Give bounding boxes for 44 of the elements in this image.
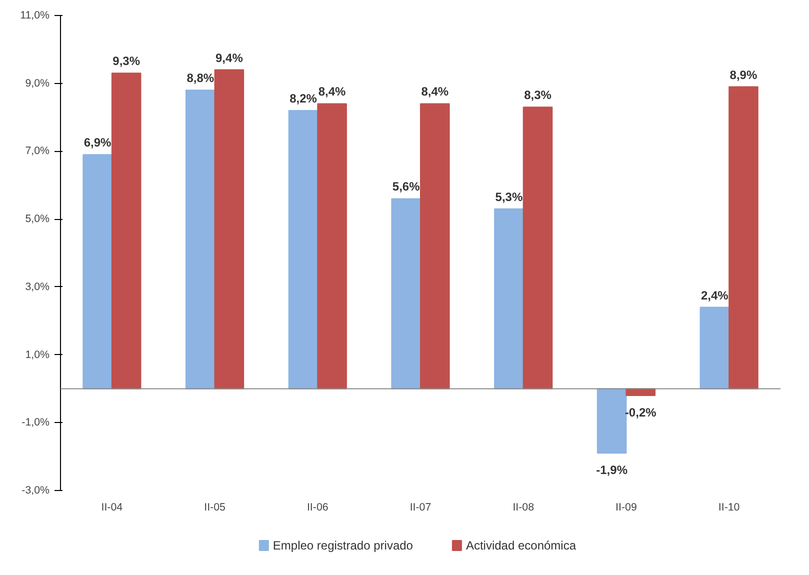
data-label: 8,3% xyxy=(524,88,552,102)
y-tick-label: 1,0% xyxy=(25,348,50,361)
y-tick-label: 9,0% xyxy=(25,77,50,90)
x-tick-label: II-07 xyxy=(410,502,432,514)
bar xyxy=(700,306,730,390)
bar xyxy=(494,208,524,390)
data-label: 6,9% xyxy=(84,136,112,150)
y-tick-label: 7,0% xyxy=(25,145,50,158)
data-label: -1,9% xyxy=(596,463,628,478)
bar xyxy=(626,388,656,396)
data-label: 8,4% xyxy=(421,84,449,99)
bar xyxy=(185,90,216,390)
data-label: 8,9% xyxy=(730,68,758,82)
data-label: 8,4% xyxy=(318,84,346,99)
bar xyxy=(214,69,244,390)
legend-label: Actividad económica xyxy=(466,538,576,552)
bar xyxy=(82,154,112,390)
data-label: 5,3% xyxy=(495,190,523,204)
x-tick-label: II-06 xyxy=(306,502,328,514)
bar xyxy=(288,110,318,390)
bar xyxy=(420,103,450,390)
y-tick-label: -1,0% xyxy=(22,416,50,429)
x-tick-label: II-09 xyxy=(616,502,637,514)
bar xyxy=(596,388,627,454)
data-label: 8,2% xyxy=(290,92,318,106)
data-label: 8,8% xyxy=(186,71,214,86)
data-label: 2,4% xyxy=(700,288,729,302)
y-tick-label: 5,0% xyxy=(25,213,50,226)
bar xyxy=(391,198,421,390)
data-label: 5,6% xyxy=(392,180,420,194)
x-tick-label: II-04 xyxy=(101,502,123,514)
data-label: 9,3% xyxy=(112,54,140,68)
y-tick-label: 3,0% xyxy=(25,280,50,293)
bar xyxy=(317,103,347,390)
bar xyxy=(522,106,553,390)
legend-label: Empleo registrado privado xyxy=(272,538,414,552)
bar xyxy=(111,72,142,390)
x-tick-label: II-05 xyxy=(204,502,226,514)
x-tick-label: II-08 xyxy=(512,502,534,514)
bar xyxy=(728,86,758,390)
y-tick-label: -3,0% xyxy=(22,484,50,496)
x-tick-label: II-10 xyxy=(718,502,740,514)
y-tick-label: 11,0% xyxy=(20,10,50,22)
data-label: 9,4% xyxy=(216,50,244,65)
